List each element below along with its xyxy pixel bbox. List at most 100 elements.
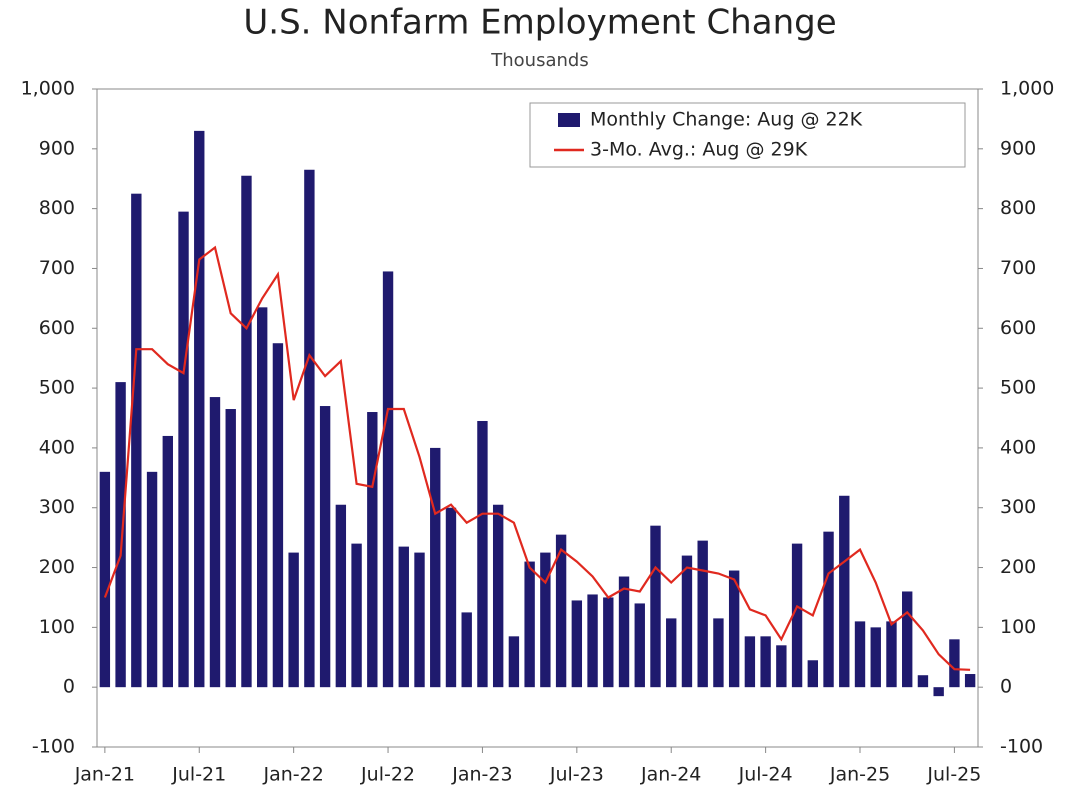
y-tick-label: 0 (63, 676, 75, 698)
bar (744, 636, 756, 688)
bar (650, 525, 661, 688)
bar (209, 397, 221, 688)
y2-tick-label: 800 (1000, 197, 1036, 219)
y2-tick-label: 900 (1000, 137, 1036, 159)
bar (256, 307, 268, 688)
bar (870, 627, 881, 688)
legend-label: Monthly Change: Aug @ 22K (590, 109, 863, 131)
y-tick-label: 400 (39, 436, 75, 458)
bar (760, 636, 771, 688)
bar (902, 591, 913, 688)
bar (540, 552, 551, 688)
x-tick-label: Jan-22 (262, 764, 323, 786)
bar (288, 552, 299, 688)
y-tick-label: 600 (39, 317, 75, 339)
bar (194, 130, 205, 688)
chart-title: U.S. Nonfarm Employment Change (243, 3, 836, 43)
y-tick-label: 500 (39, 377, 75, 399)
bar (949, 639, 960, 688)
y-tick-label: -100 (32, 736, 75, 758)
bar (666, 618, 677, 688)
bar (272, 343, 284, 688)
bar (115, 382, 126, 688)
bar (555, 534, 567, 688)
legend-label: 3-Mo. Avg.: Aug @ 29K (590, 139, 808, 161)
x-tick-label: Jul-24 (738, 764, 793, 786)
bar (681, 555, 693, 688)
x-tick-label: Jul-23 (549, 764, 604, 786)
bar (571, 600, 583, 688)
bar (146, 471, 158, 688)
y-tick-label: 100 (39, 616, 75, 638)
y-tick-label: 900 (39, 137, 75, 159)
bar (351, 543, 362, 688)
bar (964, 674, 976, 688)
bar (445, 507, 457, 688)
bar (634, 603, 645, 688)
line (103, 245, 971, 671)
y2-tick-label: 500 (1000, 377, 1036, 399)
y2-tick-label: -100 (1000, 736, 1043, 758)
y-tick-label: 1,000 (21, 78, 75, 100)
bar (791, 543, 803, 688)
bar (131, 193, 142, 688)
bar (430, 447, 441, 688)
bar (162, 435, 173, 688)
bar (713, 618, 724, 688)
bar (99, 471, 111, 688)
x-tick-label: Jan-24 (640, 764, 701, 786)
bar (807, 660, 819, 688)
bar (382, 271, 394, 688)
bar (241, 175, 252, 688)
bar (823, 531, 834, 688)
bar (492, 504, 504, 688)
bar (508, 636, 520, 688)
y2-tick-label: 400 (1000, 436, 1036, 458)
bar (367, 412, 378, 688)
bar (618, 576, 630, 688)
bar (414, 552, 425, 688)
x-tick-label: Jan-25 (829, 764, 890, 786)
bar (886, 621, 897, 688)
y2-tick-label: 100 (1000, 616, 1036, 638)
bar (933, 687, 944, 697)
y2-tick-label: 300 (1000, 496, 1036, 518)
bar (524, 561, 535, 688)
y-tick-label: 800 (39, 197, 75, 219)
bar (335, 504, 347, 688)
y2-tick-label: 0 (1000, 676, 1012, 698)
bar (587, 594, 598, 688)
x-tick-label: Jul-22 (360, 764, 415, 786)
legend-box (529, 102, 966, 168)
bar (477, 420, 488, 688)
x-tick-label: Jan-21 (74, 764, 135, 786)
x-tick-label: Jan-23 (451, 764, 512, 786)
y2-tick-label: 700 (1000, 257, 1036, 279)
x-tick-label: Jul-21 (171, 764, 226, 786)
legend-swatch (558, 113, 580, 127)
x-tick-label: Jul-25 (926, 764, 981, 786)
y2-tick-label: 200 (1000, 556, 1036, 578)
bar (398, 546, 409, 688)
bar (304, 169, 315, 688)
y-tick-label: 300 (39, 496, 75, 518)
bar (728, 570, 740, 688)
y2-tick-label: 600 (1000, 317, 1036, 339)
plot-frame (96, 88, 979, 748)
bar (603, 597, 614, 688)
bar (697, 540, 708, 688)
y2-tick-label: 1,000 (1000, 78, 1054, 100)
y-tick-label: 200 (39, 556, 75, 578)
bar (839, 495, 850, 688)
bar (319, 406, 331, 688)
bar (917, 675, 929, 688)
chart-subtitle: Thousands (490, 50, 588, 71)
bar (776, 645, 787, 688)
bar (461, 612, 472, 688)
bar (225, 409, 236, 688)
y-tick-label: 700 (39, 257, 75, 279)
bar (854, 621, 866, 688)
bar (178, 211, 189, 688)
